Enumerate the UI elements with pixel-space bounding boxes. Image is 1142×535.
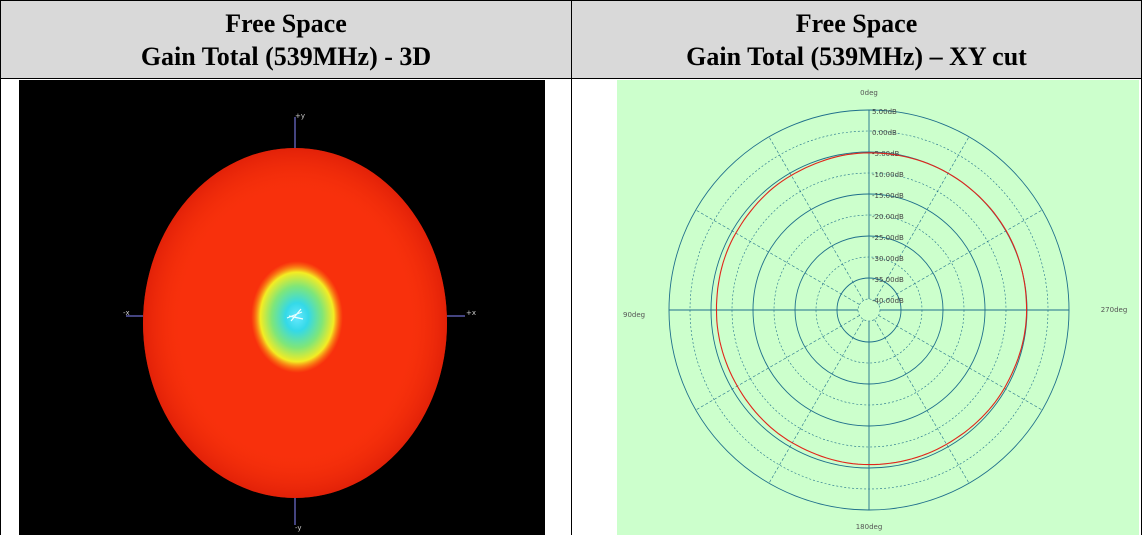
feed-point-marker	[286, 308, 304, 322]
angle-label-0deg: 0deg	[860, 89, 878, 97]
radial-tick-label: 5.00dB	[872, 108, 897, 116]
header-cell-3d: Free Space Gain Total (539MHz) - 3D	[0, 0, 572, 79]
axis-label-plus-y: +y	[295, 112, 305, 120]
radial-tick-label: -15.00dB	[872, 192, 904, 200]
gain-3d-plot: +y -y -x +x	[19, 80, 545, 535]
radial-tick-label: -25.00dB	[872, 234, 904, 242]
polar-spoke	[878, 209, 1043, 305]
radial-tick-label: -10.00dB	[872, 171, 904, 179]
header-cell-xy: Free Space Gain Total (539MHz) – XY cut	[571, 0, 1142, 79]
polar-spoke	[695, 315, 860, 411]
header-xy-line1: Free Space	[795, 8, 918, 38]
axis-label-minus-x: -x	[123, 309, 130, 317]
radial-tick-label: 0.00dB	[872, 129, 897, 137]
polar-spoke	[768, 319, 864, 484]
gain-3d-svg: +y -y -x +x	[123, 112, 476, 532]
gain-xy-polar-svg: 5.00dB0.00dB-5.00dB-10.00dB-15.00dB-20.0…	[623, 89, 1128, 531]
gain-xy-polar-plot: 5.00dB 0.00dB -5.00dB -10.00dB -15.00dB -20.0…	[617, 80, 1139, 535]
polar-spoke	[695, 209, 860, 305]
header-xy-line2: Gain Total (539MHz) – XY cut	[686, 41, 1027, 71]
polar-radial-ticks: 5.00dB0.00dB-5.00dB-10.00dB-15.00dB-20.0…	[872, 108, 904, 305]
axis-label-plus-x: +x	[466, 309, 476, 317]
polar-spoke	[874, 136, 970, 301]
radial-tick-label: -20.00dB	[872, 213, 904, 221]
table-border-left	[0, 78, 1, 535]
radial-tick-label: -40.00dB	[872, 297, 904, 305]
angle-label-180deg: 180deg	[856, 523, 883, 531]
header-3d-line1: Free Space	[225, 8, 347, 38]
angle-label-90deg: 90deg	[623, 311, 645, 319]
table-border-middle	[571, 78, 572, 535]
gain-hotspot	[251, 261, 343, 373]
polar-spoke	[768, 136, 864, 301]
polar-spoke	[878, 315, 1043, 411]
gain-trace-539mhz	[715, 152, 1028, 466]
polar-grid	[668, 109, 1070, 511]
radial-tick-label: -35.00dB	[872, 276, 904, 284]
angle-label-270deg: 270deg	[1101, 306, 1128, 314]
radial-tick-label: -30.00dB	[872, 255, 904, 263]
header-3d-line2: Gain Total (539MHz) - 3D	[140, 41, 432, 71]
polar-spoke	[874, 319, 970, 484]
axis-label-minus-y: -y	[295, 524, 302, 532]
